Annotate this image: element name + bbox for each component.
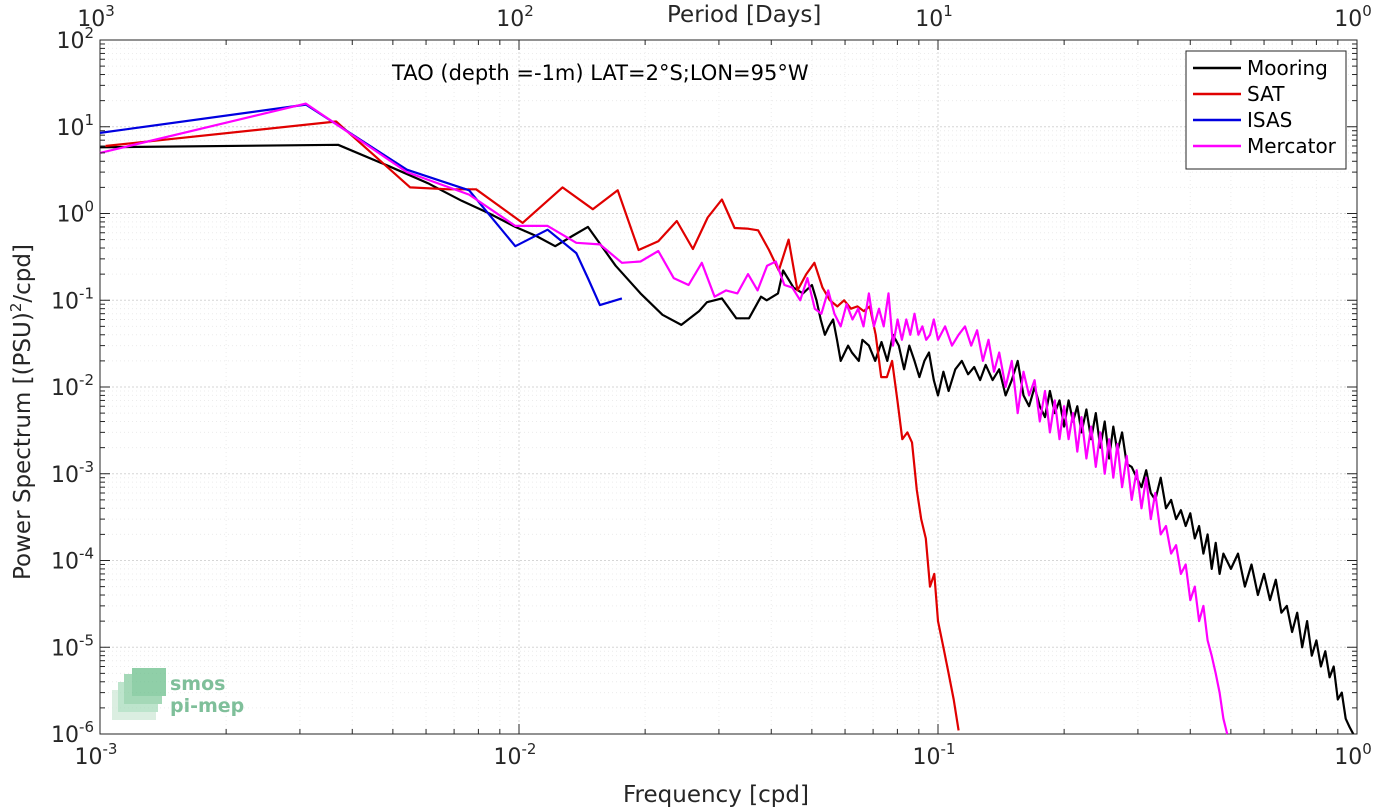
- series-layer: [99, 102, 1355, 735]
- y-tick-label: 102: [56, 24, 94, 54]
- legend-label-mooring: Mooring: [1247, 56, 1328, 80]
- logo-text-line2: pi-mep: [170, 695, 244, 717]
- y-tick-label: 10-6: [51, 718, 94, 748]
- y-tick-label: 10-1: [51, 284, 94, 314]
- series-line-mercator: [99, 102, 1229, 735]
- y-axis-label: Power Spectrum [(PSU)2/cpd]: [7, 244, 36, 580]
- tick-labels: 10-3 10-2 10-1 100 10-6 10-5 10-4 10-3 10-2 10-1 1…: [51, 2, 1372, 770]
- legend-label-sat: SAT: [1247, 82, 1285, 106]
- legend-label-isas: ISAS: [1247, 108, 1292, 132]
- chart-title: TAO (depth =-1m) LAT=2°S;LON=95°W: [391, 61, 809, 85]
- top-tick-label: 102: [496, 2, 534, 32]
- legend-box: [1185, 50, 1347, 170]
- top-tick-label: 101: [915, 2, 953, 32]
- legend-label-mercator: Mercator: [1247, 134, 1337, 158]
- smos-pi-mep-logo: smos pi-mep: [112, 668, 244, 720]
- x-tick-label: 10-1: [913, 740, 956, 770]
- y-tick-label: 10-3: [51, 458, 94, 488]
- y-tick-label: 10-2: [51, 371, 94, 401]
- logo-waves-icon: [112, 668, 166, 720]
- grid: [99, 40, 1357, 735]
- y-tick-label: 100: [56, 198, 94, 228]
- top-tick-label: 100: [1334, 2, 1372, 32]
- x-tick-label: 10-3: [75, 740, 118, 770]
- series-line-mooring: [99, 143, 1355, 735]
- y-tick-label: 101: [56, 111, 94, 141]
- y-tick-label: 10-5: [51, 631, 94, 661]
- x-axis-label: Frequency [cpd]: [623, 782, 809, 808]
- x-tick-label: 10-2: [494, 740, 537, 770]
- top-tick-label: 103: [77, 2, 115, 32]
- logo-text-line1: smos: [170, 673, 225, 695]
- x-tick-label: 100: [1334, 740, 1372, 770]
- y-tick-label: 10-4: [51, 545, 94, 575]
- top-axis-label: Period [Days]: [667, 2, 821, 28]
